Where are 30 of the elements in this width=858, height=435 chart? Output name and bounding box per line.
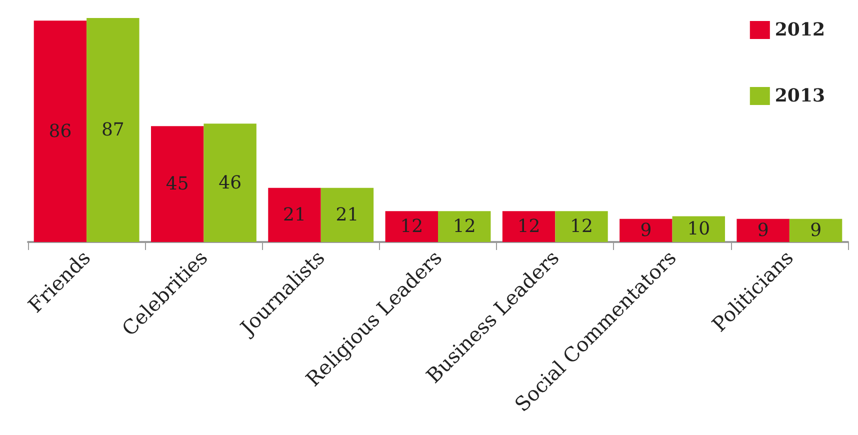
data-label: 46 xyxy=(218,172,242,194)
data-label: 12 xyxy=(452,216,476,238)
data-label: 9 xyxy=(640,220,652,241)
bar xyxy=(672,216,725,242)
bar xyxy=(268,188,321,242)
bar xyxy=(320,188,374,242)
bar xyxy=(620,218,672,242)
legend-label: 2012 xyxy=(774,20,826,40)
bar xyxy=(438,211,491,242)
data-label: 21 xyxy=(336,204,359,226)
bar xyxy=(151,126,204,242)
data-label: 10 xyxy=(687,218,710,240)
data-label: 87 xyxy=(101,120,124,140)
bar xyxy=(736,218,790,242)
data-label: 9 xyxy=(757,220,769,241)
bar xyxy=(789,218,842,242)
data-label: 86 xyxy=(48,120,72,142)
bar xyxy=(34,20,87,242)
bar xyxy=(385,211,438,242)
bar xyxy=(204,124,256,242)
data-label: 12 xyxy=(517,216,540,238)
data-label: 9 xyxy=(810,220,822,241)
bar xyxy=(86,18,140,242)
bar xyxy=(555,211,608,242)
data-label: 12 xyxy=(570,216,593,238)
data-label: 21 xyxy=(283,204,306,226)
legend-label: 2013 xyxy=(774,86,826,106)
data-label: 12 xyxy=(400,216,424,238)
bar xyxy=(502,211,556,242)
data-label: 45 xyxy=(166,174,189,195)
